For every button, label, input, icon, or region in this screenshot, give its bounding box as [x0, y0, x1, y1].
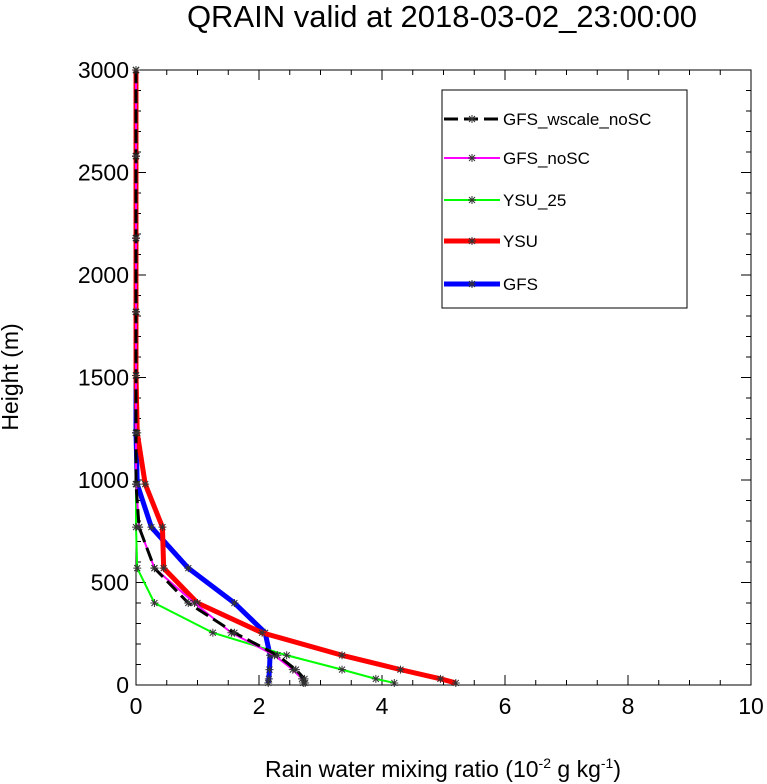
marker-gfs-wscale-nosc [132, 234, 140, 243]
marker-ysu [436, 674, 445, 683]
chart-title: QRAIN valid at 2018-03-02_23:00:00 [187, 0, 697, 34]
legend-marker-gfs-wscale-nosc [468, 115, 476, 123]
y-axis-label: Height (m) [0, 323, 23, 430]
marker-gfs [266, 651, 275, 660]
x-tick-label: 2 [253, 693, 266, 719]
y-tick-labels: 0 500 1000 1500 2000 2500 3000 [78, 57, 129, 698]
legend-label-gfs-wscale-nosc: GFS_wscale_noSC [503, 110, 651, 129]
y-tick-label: 2500 [78, 160, 129, 186]
marker-gfs-wscale-nosc [132, 307, 140, 316]
marker-ysu-25 [208, 628, 217, 637]
legend-label-gfs-nosc: GFS_noSC [503, 149, 590, 168]
y-tick-label: 0 [116, 672, 129, 698]
x-tick-label: 0 [130, 693, 143, 719]
y-tick-label: 1500 [78, 365, 129, 391]
series-line-gfs-wscale-nosc [134, 70, 307, 684]
marker-gfs-wscale-nosc [132, 152, 140, 161]
marker-gfs [147, 523, 156, 532]
marker-ysu-25 [390, 678, 399, 687]
marker-gfs-wscale-nosc [291, 665, 300, 674]
marker-ysu-25 [371, 674, 380, 683]
marker-gfs-wscale-nosc [150, 564, 159, 573]
marker-ysu [396, 665, 405, 674]
y-tick-label: 1000 [78, 467, 129, 493]
marker-ysu [159, 564, 168, 573]
marker-gfs [184, 564, 193, 573]
marker-gfs [264, 674, 273, 683]
marker-ysu-25 [282, 651, 291, 660]
marker-gfs-nosc [190, 599, 199, 607]
legend-marker-ysu [468, 237, 476, 245]
x-tick-label: 8 [622, 693, 635, 719]
marker-ysu [258, 628, 267, 637]
marker-gfs-wscale-nosc [132, 428, 140, 437]
x-axis-label: Rain water mixing ratio (10-2 g kg-1) [265, 755, 621, 782]
marker-ysu [451, 678, 460, 687]
marker-gfs-wscale-nosc [132, 66, 140, 74]
y-tick-label: 2000 [78, 262, 129, 288]
marker-gfs-wscale-nosc [230, 628, 239, 637]
x-axis-label-exponent-1: -2 [539, 755, 552, 771]
legend-marker-gfs [468, 280, 476, 288]
marker-gfs-wscale-nosc [132, 480, 140, 489]
marker-ysu-25 [338, 665, 347, 674]
legend-label-ysu-25: YSU_25 [503, 191, 566, 210]
marker-ysu [338, 651, 347, 660]
x-axis-label-main: Rain water mixing ratio (10 [265, 756, 539, 782]
plot-area [132, 66, 752, 687]
marker-gfs-wscale-nosc [300, 674, 309, 683]
x-axis-label-end: ) [613, 756, 621, 782]
x-tick-label: 10 [738, 693, 764, 719]
x-tick-labels: 0 2 4 6 8 10 [130, 693, 764, 719]
marker-ysu [158, 523, 167, 532]
series-line-ysu [133, 70, 457, 686]
marker-gfs-wscale-nosc [301, 678, 310, 687]
marker-ysu-25 [133, 564, 142, 573]
marker-gfs-wscale-nosc [184, 599, 193, 607]
marker-gfs [230, 599, 239, 607]
marker-ysu-25 [150, 599, 159, 607]
legend: GFS_wscale_noSC GFS_noSC YSU_25 YSU GFS [441, 89, 688, 309]
marker-gfs [264, 678, 273, 687]
legend-marker-gfs-nosc [468, 154, 476, 162]
legend-marker-ysu-25 [468, 196, 476, 204]
x-axis-label-unit: g kg [551, 756, 601, 782]
x-axis-label-exponent-2: -1 [601, 755, 614, 771]
series-line-gfs [133, 70, 273, 684]
series-lines [132, 66, 460, 687]
marker-ysu [141, 480, 150, 489]
y-tick-label: 3000 [78, 57, 129, 83]
marker-gfs [265, 665, 274, 674]
y-tick-label: 500 [91, 570, 129, 596]
marker-gfs-wscale-nosc [132, 371, 140, 380]
marker-gfs-wscale-nosc [273, 651, 282, 660]
marker-gfs-wscale-nosc [135, 523, 144, 532]
x-tick-label: 4 [376, 693, 389, 719]
legend-label-ysu: YSU [503, 232, 538, 251]
x-tick-label: 6 [499, 693, 512, 719]
legend-label-gfs: GFS [503, 275, 538, 294]
